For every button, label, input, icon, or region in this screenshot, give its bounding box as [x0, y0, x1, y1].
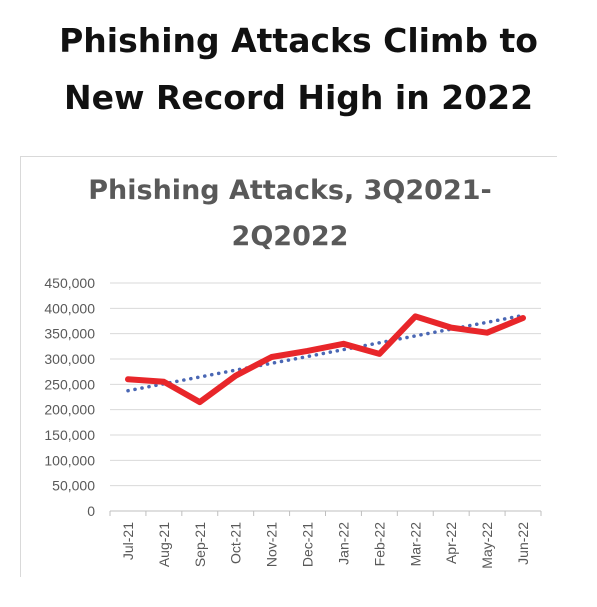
y-tick-label: 50,000	[52, 478, 95, 494]
headline-line-1: Phishing Attacks Climb to	[59, 21, 538, 60]
y-tick-label: 100,000	[44, 452, 95, 468]
y-tick-label: 300,000	[44, 351, 95, 367]
x-tick-label: Feb-22	[371, 522, 387, 567]
headline: Phishing Attacks Climb to New Record Hig…	[0, 12, 597, 126]
x-tick-label: Nov-21	[264, 522, 280, 567]
gridlines	[110, 282, 541, 512]
chart-title-line-1: Phishing Attacks, 3Q2021-	[88, 175, 491, 206]
x-tick-label: Sep-21	[192, 522, 208, 567]
x-tick-label: Jan-22	[335, 522, 351, 565]
x-axis-ticks: Jul-21 Aug-21 Sep-21 Oct-21 Nov-21 Dec-21 Jan-…	[109, 511, 542, 569]
chart-frame	[20, 156, 557, 577]
x-tick-label: Dec-21	[300, 522, 316, 567]
y-tick-label: 400,000	[44, 300, 95, 316]
headline-line-2: New Record High in 2022	[63, 78, 534, 117]
y-tick-label: 200,000	[44, 402, 95, 418]
x-tick-label: May-22	[479, 522, 495, 569]
x-tick-label: Apr-22	[443, 522, 459, 564]
x-tick-label: Jun-22	[515, 522, 531, 565]
y-tick-label: 350,000	[44, 326, 95, 342]
y-axis-ticks: 450,000 400,000 350,000 300,000 250,000 200,0…	[44, 275, 95, 519]
x-tick-label: Oct-21	[228, 522, 244, 564]
y-tick-label: 450,000	[44, 275, 95, 291]
x-tick-label: Aug-21	[156, 522, 172, 567]
y-tick-label: 0	[87, 503, 95, 519]
x-tick-label: Mar-22	[407, 522, 423, 567]
y-tick-label: 250,000	[44, 376, 95, 392]
series-lines	[125, 313, 526, 406]
attacks-line	[125, 313, 526, 406]
y-tick-label: 150,000	[44, 427, 95, 443]
chart-title-line-2: 2Q2022	[232, 221, 349, 252]
x-tick-label: Jul-21	[120, 522, 136, 560]
